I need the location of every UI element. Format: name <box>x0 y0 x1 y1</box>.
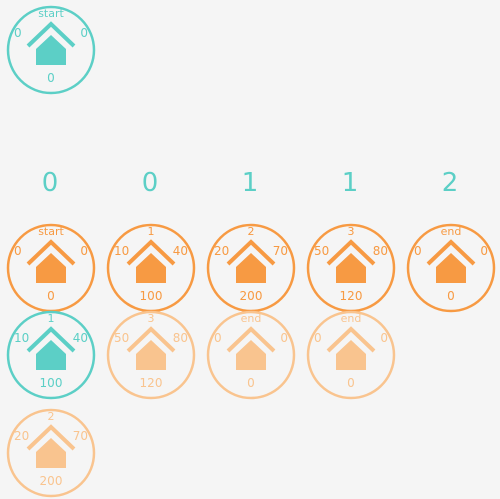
house-icon <box>106 310 196 400</box>
column-header: 0 <box>141 168 159 198</box>
house-icon <box>6 408 96 498</box>
node-bottom-value: 100 <box>139 289 163 303</box>
node-second_row-2: end 0 0 0 <box>206 310 296 400</box>
node-bottom-value: 200 <box>239 289 263 303</box>
node-left-value: 0 <box>14 26 22 40</box>
node-left-value: 0 <box>14 244 22 258</box>
node-left-value: 0 <box>414 244 422 258</box>
node-bottom-value: 0 <box>47 289 55 303</box>
column-header: 1 <box>341 168 359 198</box>
node-left-value: 10 <box>14 331 30 345</box>
node-right-value: 0 <box>80 26 88 40</box>
node-bottom-value: 0 <box>47 71 55 85</box>
node-bottom-value: 0 <box>447 289 455 303</box>
node-right-value: 0 <box>380 331 388 345</box>
node-left-value: 20 <box>214 244 230 258</box>
node-name: 2 <box>47 410 55 423</box>
node-second_row-0: 1 10 40 100 <box>6 310 96 400</box>
node-right-value: 0 <box>80 244 88 258</box>
node-right-value: 80 <box>172 331 188 345</box>
node-left-value: 20 <box>14 429 30 443</box>
node-second_row-3: end 0 0 0 <box>306 310 396 400</box>
house-icon <box>206 310 296 400</box>
node-name: 1 <box>47 312 55 325</box>
node-third_row-0: 2 20 70 200 <box>6 408 96 498</box>
house-icon <box>406 223 496 313</box>
node-main_row-3: 3 50 80 120 <box>306 223 396 313</box>
node-main_row-2: 2 20 70 200 <box>206 223 296 313</box>
node-bottom-value: 100 <box>39 376 63 390</box>
node-name: 1 <box>147 225 155 238</box>
node-right-value: 40 <box>172 244 188 258</box>
node-right-value: 0 <box>480 244 488 258</box>
node-right-value: 0 <box>280 331 288 345</box>
node-right-value: 80 <box>372 244 388 258</box>
node-bottom-value: 0 <box>247 376 255 390</box>
node-name: start <box>38 7 64 20</box>
node-name: end <box>240 312 262 325</box>
column-header: 0 <box>41 168 59 198</box>
node-bottom-value: 200 <box>39 474 63 488</box>
node-left-value: 10 <box>114 244 130 258</box>
node-main_row-1: 1 10 40 100 <box>106 223 196 313</box>
node-name: 3 <box>347 225 355 238</box>
node-left-value: 0 <box>214 331 222 345</box>
node-bottom-value: 120 <box>139 376 163 390</box>
node-left-value: 0 <box>314 331 322 345</box>
node-main_row-0: start 0 0 0 <box>6 223 96 313</box>
node-name: end <box>440 225 462 238</box>
house-icon <box>6 5 96 95</box>
node-bottom-value: 120 <box>339 289 363 303</box>
node-right-value: 70 <box>272 244 288 258</box>
node-main_row-4: end 0 0 0 <box>406 223 496 313</box>
node-left-value: 50 <box>114 331 130 345</box>
node-second_row-1: 3 50 80 120 <box>106 310 196 400</box>
node-right-value: 40 <box>72 331 88 345</box>
column-header: 2 <box>441 168 459 198</box>
node-name: start <box>38 225 64 238</box>
node-name: 2 <box>247 225 255 238</box>
house-icon <box>6 310 96 400</box>
node-start_node: start 0 0 0 <box>6 5 96 95</box>
node-bottom-value: 0 <box>347 376 355 390</box>
column-header: 1 <box>241 168 259 198</box>
house-icon <box>306 310 396 400</box>
node-left-value: 50 <box>314 244 330 258</box>
node-name: 3 <box>147 312 155 325</box>
node-right-value: 70 <box>72 429 88 443</box>
node-name: end <box>340 312 362 325</box>
